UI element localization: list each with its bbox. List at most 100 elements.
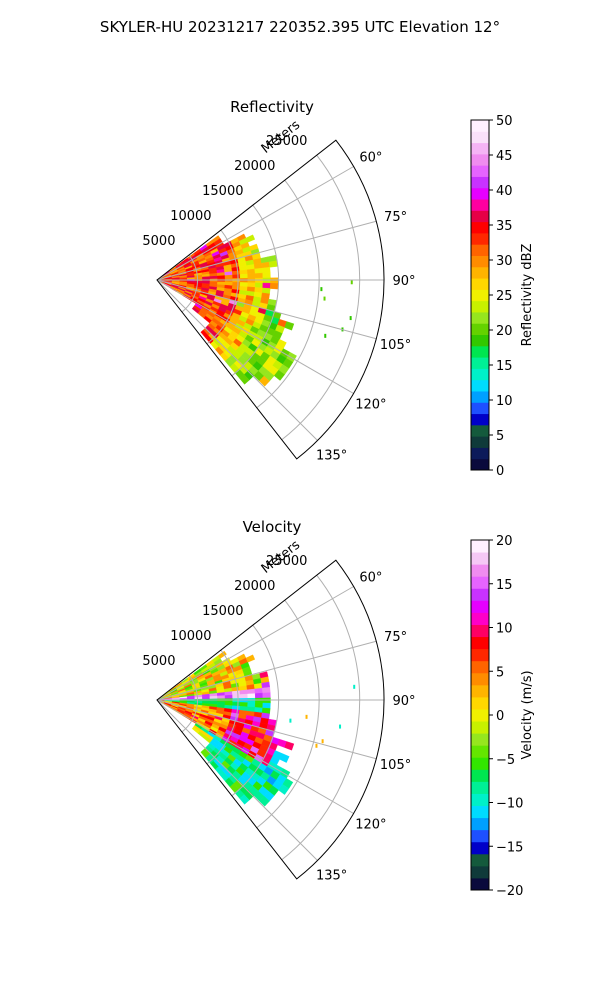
range-ring [256, 599, 320, 829]
colorbar-segment [471, 165, 489, 177]
field-speck [350, 280, 353, 285]
colorbar-segment [471, 540, 489, 553]
panel-title: Reflectivity [230, 98, 314, 116]
colorbar-tick-label: 20 [496, 534, 513, 549]
colorbar-segment [471, 278, 489, 290]
colorbar: 0 5 10 15 20 25 30 35 40 45 50 Reflectivity dBZ [470, 114, 535, 479]
field-cell [231, 690, 241, 696]
field-speck [289, 718, 292, 723]
field-cell [262, 702, 271, 709]
field-speck [324, 333, 327, 338]
azimuth-tick-label: 135° [316, 449, 347, 464]
azimuth-spoke [156, 279, 377, 340]
field-cell [194, 696, 203, 700]
field-cell [259, 795, 270, 807]
sector-frame [156, 559, 385, 880]
field-speck [321, 739, 324, 744]
colorbar-segment [471, 805, 489, 819]
colorbar-segment [471, 131, 489, 144]
reflectivity-panel: Reflectivity500010000150002000025000Mete… [142, 98, 535, 479]
field-cell [202, 696, 211, 700]
colorbar-segment [471, 244, 489, 256]
colorbar-segment [471, 660, 489, 674]
field-cell [245, 654, 256, 663]
colorbar: −20 −15 −10 −5 0 5 10 15 20 Velocity (m/s) [470, 534, 535, 899]
field-cell [261, 261, 271, 269]
colorbar-segment [471, 745, 489, 758]
field-cell [268, 260, 278, 268]
colorbar-segment [471, 829, 489, 843]
colorbar-tick-label: 15 [496, 359, 513, 374]
field-cell [262, 277, 271, 284]
colorbar-segment [471, 345, 489, 358]
azimuth-tick-label: 90° [392, 274, 415, 289]
colorbar-segment [471, 390, 489, 403]
field-cell [262, 687, 271, 694]
colorbar-tick-label: 25 [496, 289, 513, 304]
range-ring [281, 154, 361, 441]
field-cell [209, 695, 218, 700]
field-cell [209, 275, 218, 280]
field-cell [217, 695, 226, 700]
colorbar-segment [471, 142, 489, 155]
azimuth-spoke [156, 279, 354, 394]
field-speck [305, 714, 308, 719]
field-cell [239, 693, 248, 699]
colorbar-segment [471, 187, 489, 200]
field-cell [255, 277, 264, 284]
colorbar-segment [471, 368, 489, 381]
azimuth-tick-label: 60° [359, 571, 382, 586]
field-cell [247, 273, 256, 279]
azimuth-spoke [156, 699, 377, 760]
colorbar-segment [471, 300, 489, 313]
colorbar-tick-label: −15 [496, 840, 523, 855]
azimuth-tick-label: 75° [384, 630, 407, 645]
colorbar-segment [471, 357, 489, 369]
colorbar-segment [471, 733, 489, 746]
colorbar-segment [471, 696, 489, 710]
field-cell [254, 692, 264, 699]
radial-tick-label: 20000 [234, 159, 275, 174]
field-cell [254, 282, 264, 289]
range-ring [181, 674, 198, 733]
colorbar-tick-label: −5 [496, 753, 515, 768]
field-cell [259, 375, 270, 387]
field-cell [217, 275, 226, 280]
range-ring [281, 574, 361, 861]
colorbar-segment [471, 153, 489, 166]
field-cell [247, 282, 256, 288]
colorbar-segment [471, 402, 489, 415]
field-cell [254, 702, 264, 709]
field-cell [239, 374, 250, 385]
azimuth-spoke [156, 699, 318, 861]
field-cell [262, 267, 271, 274]
colorbar-segment [471, 877, 489, 891]
field-cell [202, 276, 211, 280]
field-speck [339, 724, 342, 729]
colorbar-segment [471, 266, 489, 279]
colorbar-tick-label: 40 [496, 184, 513, 199]
colorbar-tick-label: 20 [496, 324, 513, 339]
azimuth-spoke [156, 640, 377, 701]
sector-frame [156, 139, 385, 460]
field-cell [262, 692, 271, 699]
colorbar-segment [471, 576, 489, 589]
colorbar-segment [471, 769, 489, 782]
colorbar-segment [471, 624, 489, 638]
colorbar-tick-label: 50 [496, 114, 513, 129]
colorbar-segment [471, 323, 489, 336]
colorbar-tick-label: 0 [496, 464, 504, 479]
colorbar-label: Velocity (m/s) [520, 670, 535, 759]
colorbar-segment [471, 684, 489, 698]
range-ring [256, 179, 320, 409]
field-cell [284, 321, 295, 331]
colorbar-segment [471, 552, 489, 565]
colorbar-segment [471, 424, 489, 437]
field-cell [273, 369, 285, 381]
colorbar-segment [471, 379, 489, 392]
colorbar-segment [471, 176, 489, 189]
colorbar-segment [471, 436, 489, 448]
colorbar-segment [471, 865, 489, 879]
azimuth-spoke [156, 586, 354, 701]
